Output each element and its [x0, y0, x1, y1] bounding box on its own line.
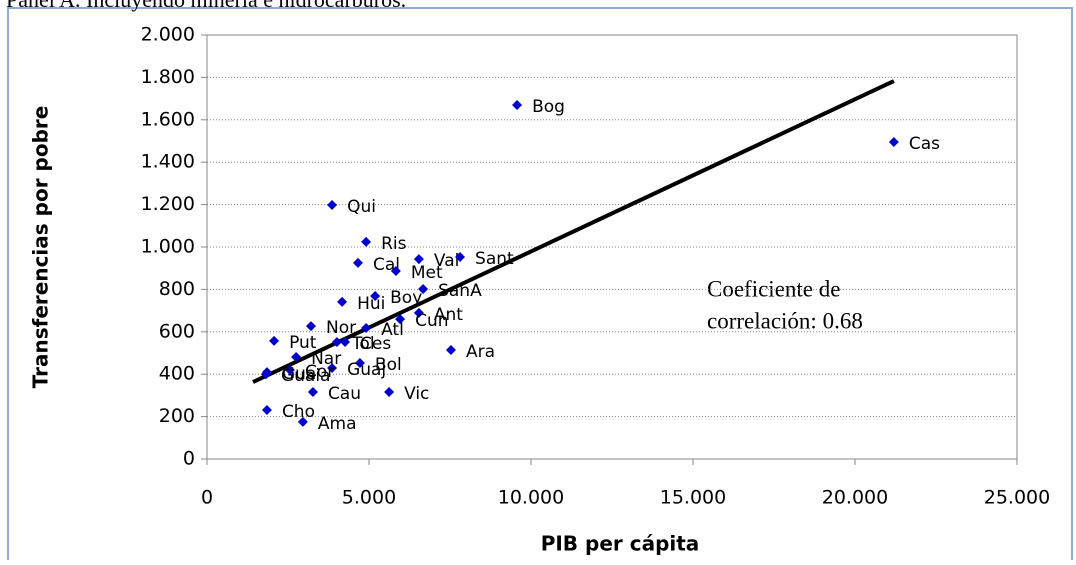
annotation: correlación: 0.68: [707, 308, 863, 333]
point-label: Cun: [415, 311, 448, 331]
point-label: Guaia: [281, 366, 331, 386]
y-tick-label: 1.800: [141, 66, 195, 88]
point-label: Bog: [532, 97, 565, 117]
y-tick-label: 2.000: [141, 24, 195, 46]
point: [261, 405, 272, 416]
point: [413, 254, 424, 265]
x-axis-label: PIB per cápita: [541, 532, 700, 556]
y-tick-label: 1.000: [141, 236, 195, 258]
x-tick-label: 0: [201, 487, 213, 509]
y-axis-label: Transferencias por pobre: [29, 106, 53, 389]
point: [307, 387, 318, 398]
point: [337, 296, 348, 307]
x-tick-label: 5.000: [342, 487, 396, 509]
point-label: Cor: [305, 362, 334, 382]
point: [331, 336, 342, 347]
point-label: Bol: [375, 355, 402, 375]
point-label: Boy: [390, 288, 422, 308]
point-label: Nar: [311, 349, 341, 369]
point-label: Atl: [381, 320, 404, 340]
annotation: Coeficiente de: [707, 276, 840, 301]
point: [395, 314, 406, 325]
point-label: Tol: [351, 334, 375, 354]
point: [413, 307, 424, 318]
y-tick-label: 1.200: [141, 193, 195, 215]
x-tick-label: 25.000: [984, 487, 1050, 509]
point-label: Nor: [326, 318, 356, 338]
point: [306, 321, 317, 332]
trendline: [252, 79, 895, 384]
point-label: Cho: [282, 402, 315, 422]
point: [384, 387, 395, 398]
point-label: Cau: [328, 384, 361, 404]
point: [284, 364, 295, 375]
y-tick-label: 200: [159, 405, 195, 427]
point: [297, 416, 308, 427]
point-label: Ris: [381, 234, 407, 254]
point-label: Hui: [357, 294, 385, 314]
y-tick-label: 800: [159, 278, 195, 300]
chart-frame: [7, 7, 1073, 565]
point: [888, 137, 899, 148]
y-tick-label: 0: [183, 448, 195, 470]
point: [512, 99, 523, 110]
point-label: Ant: [434, 305, 463, 325]
point-label: Met: [411, 263, 443, 283]
y-tick-label: 1.400: [141, 151, 195, 173]
point: [327, 200, 338, 211]
point: [418, 283, 429, 294]
x-tick-label: 20.000: [822, 487, 888, 509]
point: [260, 369, 271, 380]
y-tick-label: 600: [159, 320, 195, 342]
point: [361, 322, 372, 333]
point-label: Cas: [909, 134, 940, 154]
y-tick-label: 400: [159, 363, 195, 385]
point: [390, 265, 401, 276]
point: [370, 290, 381, 301]
point-label: Sant: [475, 249, 514, 269]
point-label: Ces: [360, 334, 391, 354]
point: [361, 236, 372, 247]
point-label: SanA: [438, 281, 482, 301]
point: [352, 257, 363, 268]
point: [455, 251, 466, 262]
x-tick-label: 15.000: [660, 487, 726, 509]
point-label: Vic: [404, 384, 429, 404]
point-label: Qui: [347, 197, 376, 217]
x-tick-label: 10.000: [498, 487, 564, 509]
point: [327, 363, 338, 374]
point: [445, 345, 456, 356]
point-label: Ara: [466, 342, 495, 362]
point-label: Val: [434, 251, 459, 271]
y-tick-label: 1.600: [141, 108, 195, 130]
point: [269, 335, 280, 346]
chart-title: Panel A. Incluyendo minería e hidrocarbu…: [6, 0, 406, 12]
point: [291, 352, 302, 363]
point-label: Guaj: [347, 360, 386, 380]
point: [354, 357, 365, 368]
point-label: Ama: [318, 414, 357, 434]
point: [340, 336, 351, 347]
point-label: Put: [289, 333, 317, 353]
